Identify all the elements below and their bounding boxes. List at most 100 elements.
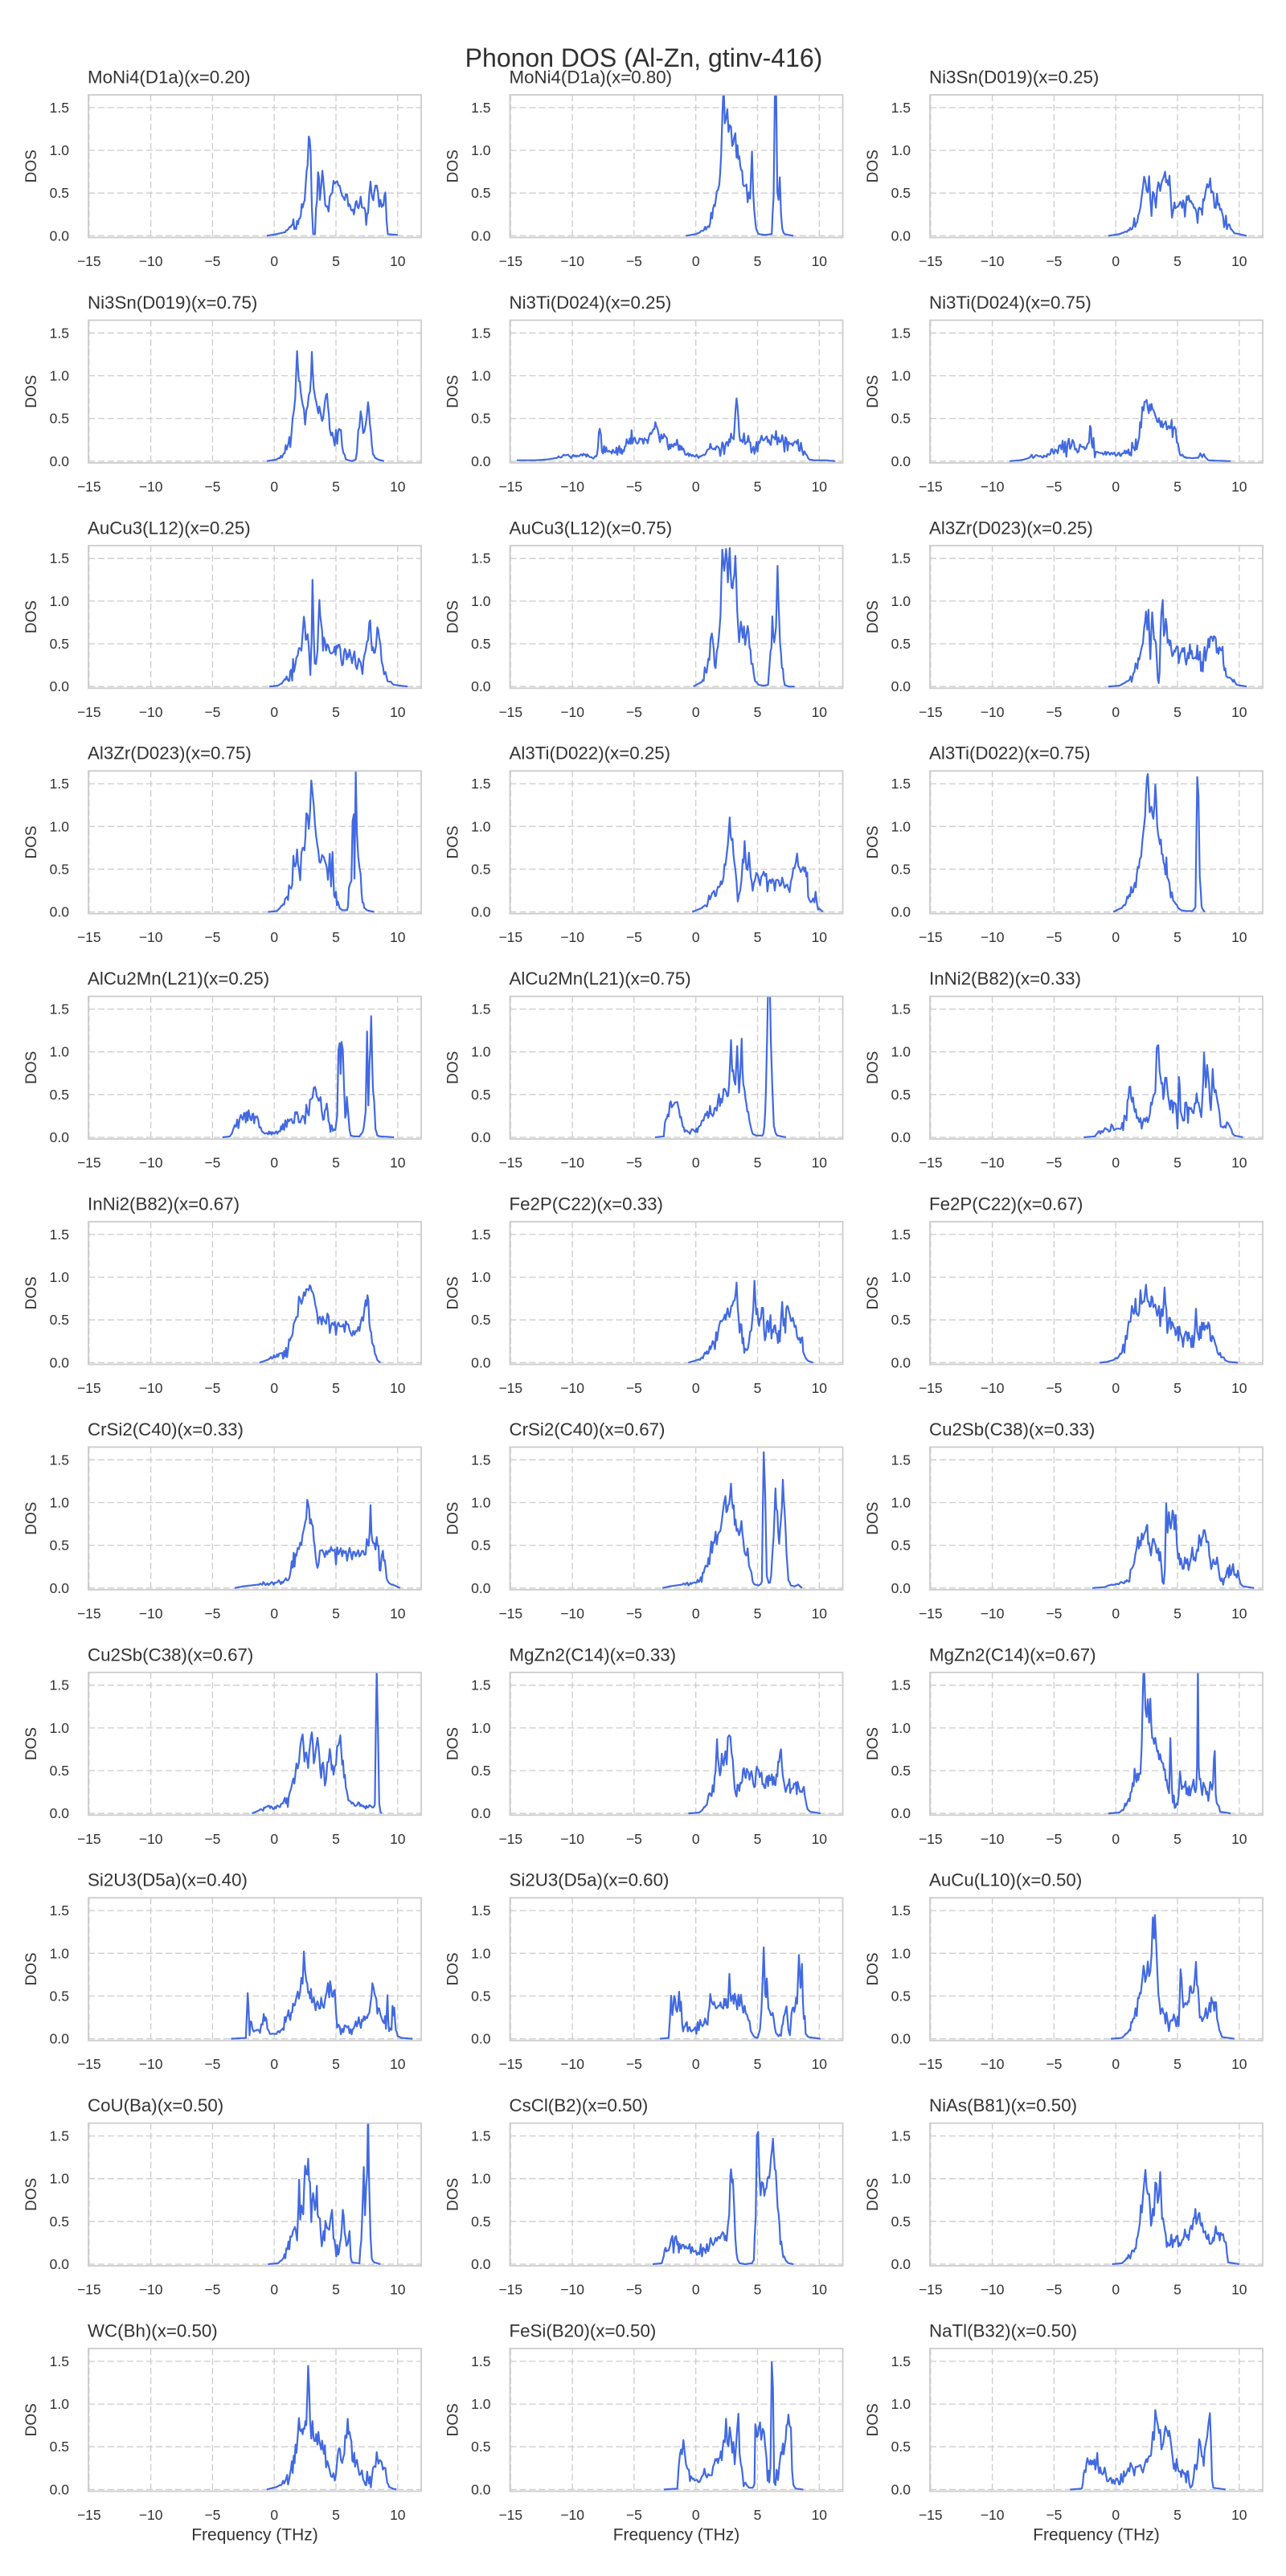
svg-text:0.5: 0.5 — [891, 2439, 911, 2455]
svg-text:5: 5 — [332, 2282, 340, 2298]
svg-text:1.0: 1.0 — [471, 1495, 491, 1511]
svg-text:−15: −15 — [498, 1831, 522, 1847]
svg-text:5: 5 — [1173, 478, 1182, 494]
svg-text:−15: −15 — [498, 1155, 522, 1171]
svg-text:1.0: 1.0 — [50, 593, 70, 609]
svg-text:5: 5 — [754, 1605, 762, 1621]
svg-text:0.5: 0.5 — [50, 636, 69, 652]
svg-text:−5: −5 — [1046, 2507, 1062, 2523]
svg-text:0: 0 — [1112, 2507, 1120, 2523]
svg-text:0.0: 0.0 — [891, 453, 911, 469]
svg-text:−10: −10 — [981, 2056, 1005, 2072]
svg-text:0: 0 — [1112, 253, 1120, 269]
svg-text:−5: −5 — [626, 1155, 642, 1171]
svg-text:0.0: 0.0 — [50, 2481, 70, 2497]
svg-text:−15: −15 — [498, 2056, 522, 2072]
svg-text:0: 0 — [1112, 704, 1120, 720]
svg-text:10: 10 — [1231, 929, 1247, 945]
svg-text:1.5: 1.5 — [471, 2128, 490, 2144]
svg-text:CoU(Ba)(x=0.50): CoU(Ba)(x=0.50) — [88, 2095, 223, 2115]
svg-text:CrSi2(C40)(x=0.33): CrSi2(C40)(x=0.33) — [88, 1419, 244, 1440]
svg-text:Al3Ti(D022)(x=0.75): Al3Ti(D022)(x=0.75) — [929, 743, 1091, 764]
svg-text:10: 10 — [812, 253, 828, 269]
svg-text:5: 5 — [1173, 704, 1182, 720]
svg-text:1.0: 1.0 — [50, 368, 70, 384]
svg-text:−10: −10 — [560, 478, 584, 494]
svg-text:−10: −10 — [139, 253, 163, 269]
svg-text:1.0: 1.0 — [891, 1495, 911, 1511]
svg-text:0: 0 — [692, 1831, 700, 1847]
svg-text:−5: −5 — [204, 1831, 220, 1847]
svg-text:−15: −15 — [919, 704, 943, 720]
svg-text:DOS: DOS — [23, 1276, 40, 1309]
svg-text:5: 5 — [332, 704, 340, 720]
svg-text:AlCu2Mn(L21)(x=0.25): AlCu2Mn(L21)(x=0.25) — [88, 969, 269, 989]
svg-text:0.0: 0.0 — [50, 904, 70, 920]
svg-text:0: 0 — [1112, 2282, 1120, 2298]
svg-text:0: 0 — [1112, 1380, 1120, 1396]
svg-text:10: 10 — [1231, 704, 1247, 720]
svg-text:10: 10 — [812, 2056, 828, 2072]
svg-text:−10: −10 — [560, 1605, 584, 1621]
svg-text:0: 0 — [270, 1605, 278, 1621]
svg-text:−15: −15 — [77, 2507, 101, 2523]
svg-text:5: 5 — [754, 2507, 762, 2523]
svg-text:MgZn2(C14)(x=0.67): MgZn2(C14)(x=0.67) — [929, 1644, 1096, 1665]
svg-text:10: 10 — [1231, 1605, 1247, 1621]
svg-text:DOS: DOS — [23, 375, 40, 408]
svg-text:0: 0 — [270, 1831, 278, 1847]
svg-text:DOS: DOS — [865, 2178, 882, 2211]
svg-text:1.5: 1.5 — [891, 2128, 911, 2144]
svg-text:5: 5 — [1173, 1605, 1182, 1621]
svg-text:−10: −10 — [139, 929, 163, 945]
svg-text:10: 10 — [1231, 1831, 1247, 1847]
svg-text:−5: −5 — [626, 2056, 642, 2072]
svg-text:1.0: 1.0 — [471, 818, 491, 834]
svg-text:0: 0 — [1112, 1155, 1120, 1171]
svg-text:0: 0 — [692, 2282, 700, 2298]
svg-text:AuCu3(L12)(x=0.75): AuCu3(L12)(x=0.75) — [510, 518, 673, 538]
svg-text:−15: −15 — [77, 1155, 101, 1171]
svg-text:1.5: 1.5 — [471, 1001, 490, 1018]
svg-text:0.0: 0.0 — [891, 2256, 911, 2272]
svg-text:0.0: 0.0 — [471, 1580, 491, 1596]
svg-text:5: 5 — [754, 704, 762, 720]
svg-text:1.5: 1.5 — [891, 2353, 911, 2369]
svg-text:−10: −10 — [139, 1155, 163, 1171]
svg-text:5: 5 — [332, 2507, 340, 2523]
svg-text:0: 0 — [692, 1605, 700, 1621]
svg-text:−15: −15 — [77, 1831, 101, 1847]
svg-text:5: 5 — [754, 929, 762, 945]
svg-text:Ni3Sn(D019)(x=0.75): Ni3Sn(D019)(x=0.75) — [88, 293, 257, 313]
svg-text:AlCu2Mn(L21)(x=0.75): AlCu2Mn(L21)(x=0.75) — [510, 969, 691, 989]
svg-text:1.5: 1.5 — [50, 1677, 69, 1693]
svg-text:1.0: 1.0 — [50, 2171, 70, 2187]
svg-text:10: 10 — [1231, 2282, 1247, 2298]
svg-text:−10: −10 — [981, 478, 1005, 494]
svg-text:DOS: DOS — [23, 1952, 40, 1985]
svg-text:−5: −5 — [204, 1380, 220, 1396]
svg-text:0: 0 — [270, 704, 278, 720]
svg-text:Frequency (THz): Frequency (THz) — [191, 2526, 318, 2545]
svg-text:−5: −5 — [204, 704, 220, 720]
svg-text:−10: −10 — [560, 1831, 584, 1847]
svg-text:0.5: 0.5 — [471, 1087, 490, 1103]
svg-text:0: 0 — [1112, 2056, 1120, 2072]
svg-text:1.5: 1.5 — [50, 325, 69, 341]
svg-text:−10: −10 — [139, 1831, 163, 1847]
svg-text:0.5: 0.5 — [471, 411, 490, 427]
svg-text:−10: −10 — [981, 704, 1005, 720]
svg-text:−10: −10 — [560, 1380, 584, 1396]
svg-text:5: 5 — [332, 1155, 340, 1171]
svg-text:0.0: 0.0 — [471, 227, 491, 244]
svg-text:1.5: 1.5 — [891, 325, 911, 341]
svg-text:1.5: 1.5 — [891, 551, 911, 567]
svg-text:Al3Ti(D022)(x=0.25): Al3Ti(D022)(x=0.25) — [510, 743, 671, 764]
svg-text:−5: −5 — [626, 2282, 642, 2298]
svg-text:0: 0 — [692, 253, 700, 269]
svg-text:0.5: 0.5 — [891, 2214, 911, 2230]
svg-text:DOS: DOS — [865, 600, 882, 633]
svg-text:1.0: 1.0 — [50, 1495, 70, 1511]
svg-text:0.0: 0.0 — [50, 1805, 70, 1821]
svg-text:Al3Zr(D023)(x=0.75): Al3Zr(D023)(x=0.75) — [88, 743, 252, 764]
